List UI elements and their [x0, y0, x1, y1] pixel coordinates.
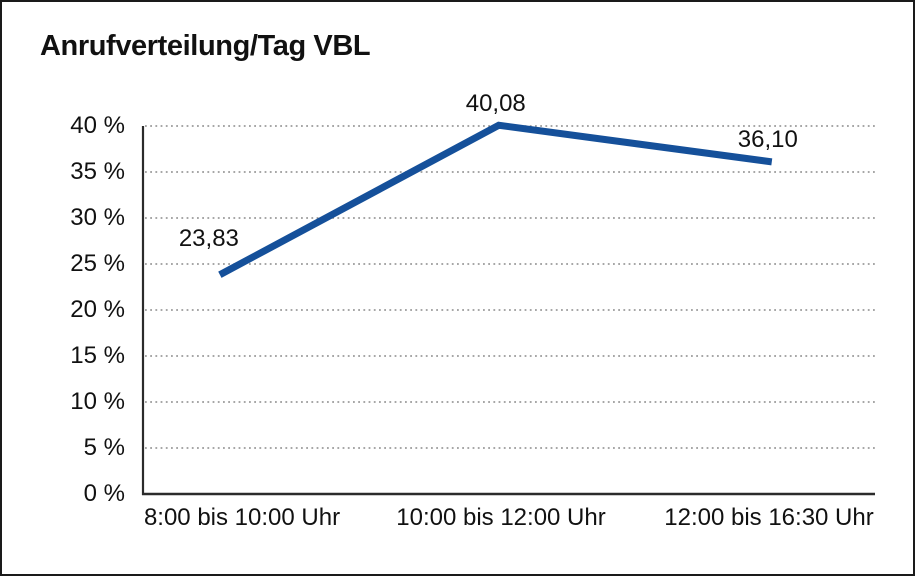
y-axis-tick-label: 35 % — [70, 158, 125, 185]
data-line — [218, 121, 773, 278]
y-axis-tick-label: 40 % — [70, 112, 125, 139]
y-axis-tick-label: 0 % — [83, 480, 125, 507]
data-point-label: 40,08 — [465, 90, 526, 118]
y-axis-tick-label: 5 % — [83, 434, 125, 461]
x-axis-category-label: 12:00 bis 16:30 Uhr — [664, 504, 874, 531]
y-axis-tick-label: 30 % — [70, 204, 125, 231]
data-point-label: 36,10 — [737, 125, 798, 153]
x-axis-category-label: 10:00 bis 12:00 Uhr — [396, 504, 606, 531]
y-axis-tick-label: 25 % — [70, 250, 125, 277]
y-axis-tick-label: 15 % — [70, 342, 125, 369]
y-axis-tick-label: 20 % — [70, 296, 125, 323]
data-point-label: 23,83 — [178, 224, 239, 252]
chart-title: Anrufverteilung/Tag VBL — [40, 30, 371, 62]
x-axis-category-label: 8:00 bis 10:00 Uhr — [143, 504, 341, 531]
y-axis-tick-label: 10 % — [70, 388, 125, 415]
